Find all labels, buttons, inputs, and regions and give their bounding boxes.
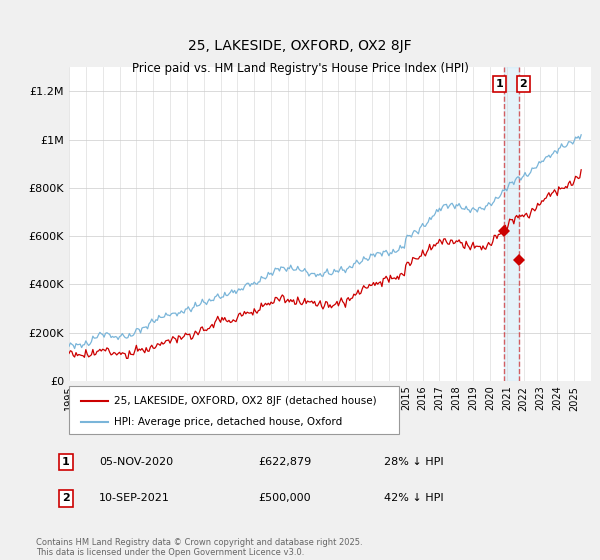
Text: 2: 2 (520, 79, 527, 89)
Text: £622,879: £622,879 (258, 457, 311, 467)
Text: 1: 1 (62, 457, 70, 467)
Text: 25, LAKESIDE, OXFORD, OX2 8JF: 25, LAKESIDE, OXFORD, OX2 8JF (188, 39, 412, 53)
Text: Price paid vs. HM Land Registry's House Price Index (HPI): Price paid vs. HM Land Registry's House … (131, 62, 469, 74)
Text: 28% ↓ HPI: 28% ↓ HPI (384, 457, 443, 467)
Text: 10-SEP-2021: 10-SEP-2021 (99, 493, 170, 503)
Text: 1: 1 (496, 79, 503, 89)
Text: 25, LAKESIDE, OXFORD, OX2 8JF (detached house): 25, LAKESIDE, OXFORD, OX2 8JF (detached … (114, 396, 377, 405)
Bar (504, 67, 519, 381)
Text: HPI: Average price, detached house, Oxford: HPI: Average price, detached house, Oxfo… (114, 417, 342, 427)
Text: Contains HM Land Registry data © Crown copyright and database right 2025.
This d: Contains HM Land Registry data © Crown c… (36, 538, 362, 557)
Text: 42% ↓ HPI: 42% ↓ HPI (384, 493, 443, 503)
Text: £500,000: £500,000 (258, 493, 311, 503)
Text: 05-NOV-2020: 05-NOV-2020 (99, 457, 173, 467)
Text: 2: 2 (62, 493, 70, 503)
